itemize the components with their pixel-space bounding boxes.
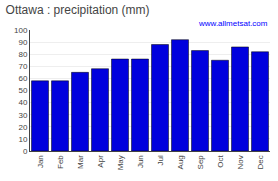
svg-text:Oct: Oct: [216, 154, 225, 167]
svg-text:Sep: Sep: [196, 155, 205, 170]
svg-text:Dec: Dec: [256, 155, 265, 169]
svg-text:50: 50: [18, 86, 27, 95]
svg-text:www.allmetsat.com: www.allmetsat.com: [198, 19, 268, 28]
svg-text:0: 0: [23, 147, 28, 156]
svg-text:Feb: Feb: [56, 155, 65, 169]
svg-text:60: 60: [18, 74, 27, 83]
svg-text:70: 70: [18, 62, 27, 71]
svg-text:Aug: Aug: [176, 155, 185, 169]
svg-text:Jul: Jul: [156, 155, 165, 165]
svg-text:Mar: Mar: [76, 155, 85, 169]
svg-text:Apr: Apr: [96, 155, 105, 168]
svg-text:100: 100: [14, 26, 28, 35]
svg-text:Jan: Jan: [36, 155, 45, 168]
svg-text:40: 40: [18, 98, 27, 107]
svg-text:30: 30: [18, 111, 27, 120]
svg-text:10: 10: [18, 135, 27, 144]
svg-text:Ottawa : precipitation (mm): Ottawa : precipitation (mm): [6, 3, 150, 17]
svg-text:Nov: Nov: [236, 155, 245, 169]
svg-text:90: 90: [18, 38, 27, 47]
svg-text:20: 20: [18, 123, 27, 132]
svg-text:Jun: Jun: [136, 155, 145, 168]
svg-text:80: 80: [18, 50, 27, 59]
svg-text:May: May: [116, 155, 125, 170]
